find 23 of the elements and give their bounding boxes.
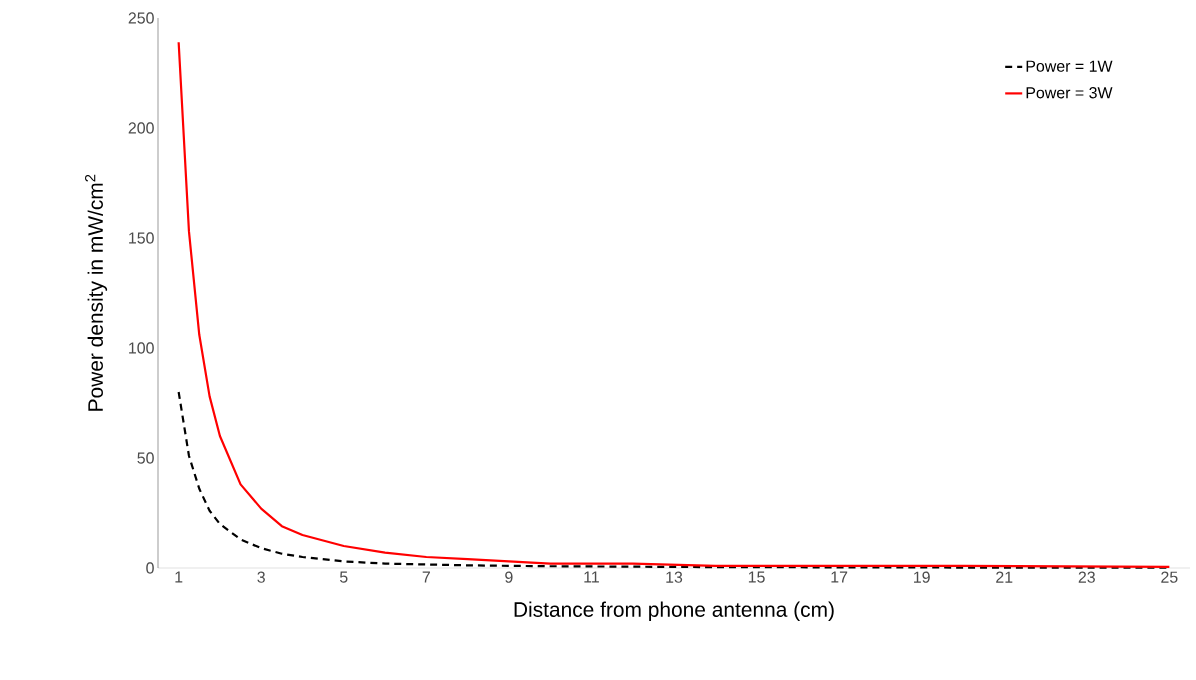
x-tick-label: 9 [505,571,513,583]
legend-label: Power = 3W [1026,87,1113,99]
x-tick-label: 19 [914,571,930,583]
legend-label: Power = 1W [1026,60,1113,72]
y-tick-label: 200 [128,122,154,134]
x-tick-label: 3 [257,571,265,583]
x-tick-label: 11 [584,571,599,583]
x-tick-label: 23 [1078,571,1095,583]
y-tick-label: 0 [146,562,154,574]
y-tick-label: 100 [129,342,154,354]
x-tick-label: 13 [666,571,683,583]
y-tick-label: 150 [129,232,154,244]
y-axis-title: Power density in mW/cm$^{2}$ [85,174,108,411]
y-tick-label: 250 [128,12,154,24]
x-tick-label: 15 [748,571,765,583]
x-tick-label: 7 [422,571,430,583]
x-axis-title: Distance from phone antenna (cm) [514,601,834,622]
y-tick-label: 50 [137,452,154,464]
x-tick-label: 25 [1161,571,1178,583]
x-tick-label: 5 [339,571,348,583]
x-tick-label: 21 [996,571,1013,583]
x-tick-label: 1 [175,571,183,583]
x-tick-label: 17 [831,571,848,583]
